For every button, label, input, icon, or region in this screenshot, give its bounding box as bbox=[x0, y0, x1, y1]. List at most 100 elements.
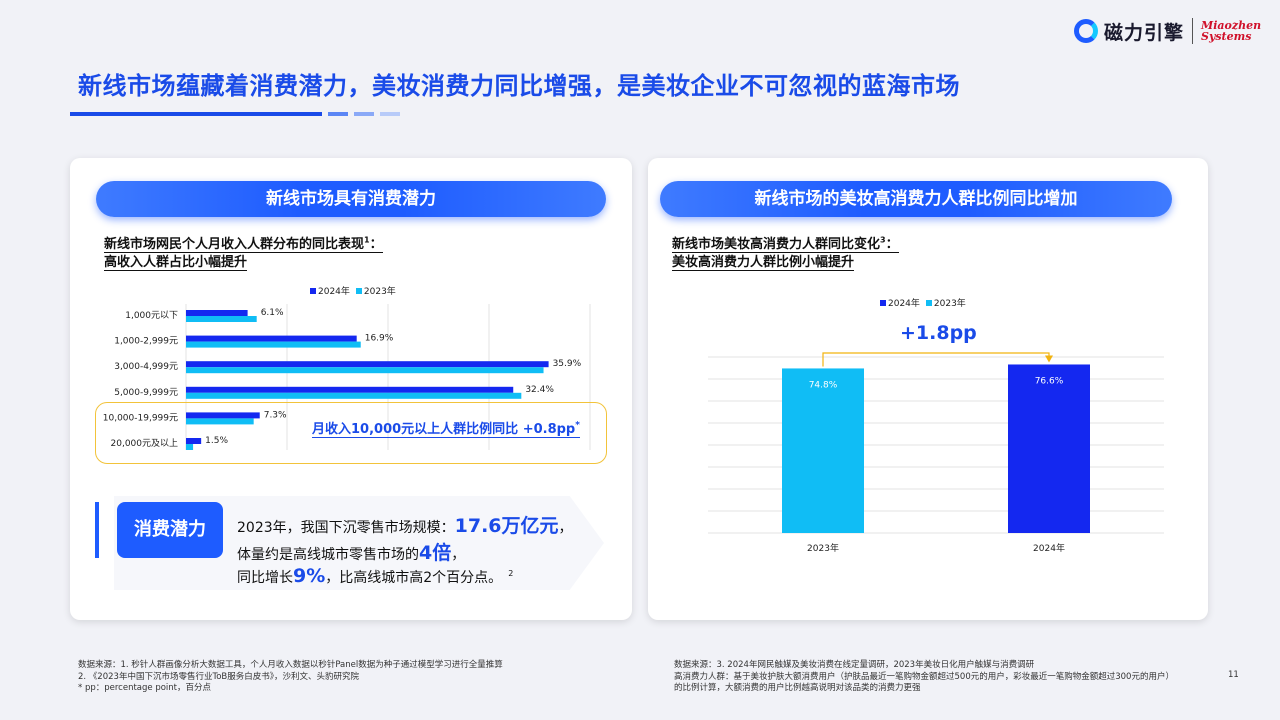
delta-label: +1.8pp bbox=[900, 322, 977, 344]
category-label: 10,000-19,999元 bbox=[103, 413, 178, 423]
left-subtitle-line1: 新线市场网民个人月收入人群分布的同比表现 bbox=[104, 237, 365, 253]
logo-en: Miaozhen Systems bbox=[1201, 20, 1261, 42]
highlight-callout: 月收入10,000元以上人群比例同比 +0.8pp* bbox=[312, 418, 580, 438]
data-label: 35.9% bbox=[553, 359, 582, 369]
legend-swatch-2023 bbox=[355, 288, 362, 294]
right-panel-header: 新线市场的美妆高消费力人群比例同比增加 bbox=[660, 181, 1172, 217]
category-label: 1,000元以下 bbox=[125, 311, 178, 321]
logo-cn-text: 磁力引擎 bbox=[1104, 21, 1185, 44]
footer-right-line: 高消费力人群：基于美妆护肤大额消费用户（护肤品最近一笔购物金额超过500元的用户… bbox=[674, 671, 1174, 682]
bar-2023年 bbox=[782, 368, 864, 533]
footer-left-line: 2. 《2023年中国下沉市场零售行业ToB服务白皮书》，沙利文、头豹研究院 bbox=[78, 671, 359, 682]
legend-swatch-2023 bbox=[925, 300, 932, 306]
potential-line2-c: ， bbox=[451, 547, 466, 563]
bar-2024 bbox=[186, 386, 514, 393]
right-subtitle-colon: ： bbox=[885, 237, 899, 253]
legend-item-2024: 2024年 bbox=[880, 296, 920, 309]
category-label: 3,000-4,999元 bbox=[114, 362, 178, 372]
left-subtitle-sup: 1 bbox=[364, 236, 370, 245]
potential-label: 消费潜力 bbox=[117, 502, 223, 558]
title-underline-dash bbox=[380, 112, 400, 116]
left-subtitle-line2: 高收入人群占比小幅提升 bbox=[104, 255, 248, 272]
footer-left-line: * pp：percentage point，百分点 bbox=[78, 683, 212, 693]
footer-left: 数据来源：1. 秒针人群画像分析大数据工具，个人月收入数据以秒针Panel数据为… bbox=[78, 660, 638, 695]
brand-logo: 磁力引擎 Miaozhen Systems bbox=[1074, 16, 1261, 46]
data-label: 32.4% bbox=[525, 385, 554, 395]
logo-en-line2: Systems bbox=[1201, 30, 1252, 43]
legend-swatch-2024 bbox=[880, 300, 886, 306]
left-chart-subtitle: 新线市场网民个人月收入人群分布的同比表现1： 高收入人群占比小幅提升 bbox=[104, 232, 383, 272]
bar-2023 bbox=[186, 316, 257, 322]
potential-sup: 2 bbox=[508, 569, 514, 579]
highlight-box bbox=[95, 402, 607, 464]
title-underline-dash bbox=[354, 112, 374, 116]
potential-multiple: 4倍 bbox=[419, 542, 452, 564]
potential-line-3: 同比增长9%，比高线城市高2个百分点。 2 bbox=[237, 565, 513, 587]
bar-2024年 bbox=[1008, 364, 1090, 533]
footer-right: 数据来源：3. 2024年网民触媒及美妆消费在线定量调研，2023年美妆日化用户… bbox=[674, 660, 1234, 695]
legend-item-2024: 2024年 bbox=[310, 284, 350, 297]
title-underline-dash bbox=[328, 112, 348, 116]
data-label: 7.3% bbox=[264, 410, 287, 420]
legend-label-2023: 2023年 bbox=[933, 299, 966, 309]
footer-right-line: 的比例计算，大额消费的用户比例越高说明对该品类的消费力更强 bbox=[674, 683, 921, 693]
legend-item-2023: 2023年 bbox=[355, 284, 396, 297]
potential-growth: 9% bbox=[293, 565, 326, 587]
legend-label-2023: 2023年 bbox=[363, 287, 396, 297]
data-label: 76.6% bbox=[1035, 376, 1064, 386]
potential-line3-c: ，比高线城市高2个百分点。 bbox=[325, 570, 503, 586]
income-distribution-chart: 1,000元以下 6.1% 1,000-2,999元 16.9% 3,000-4,999… bbox=[103, 304, 591, 450]
bar-2023 bbox=[186, 444, 194, 450]
potential-accent-bar bbox=[95, 502, 99, 558]
footer-left-line: 数据来源：1. 秒针人群画像分析大数据工具，个人月收入数据以秒针Panel数据为… bbox=[78, 660, 503, 670]
page-title: 新线市场蕴藏着消费潜力，美妆消费力同比增强，是美妆企业不可忽视的蓝海市场 bbox=[78, 72, 960, 100]
bar-2023 bbox=[186, 392, 522, 399]
data-label: 16.9% bbox=[365, 334, 394, 344]
right-subtitle-sup: 3 bbox=[880, 236, 886, 245]
bar-2024 bbox=[186, 310, 248, 316]
highlight-text: 月收入10,000元以上人群比例同比 +0.8pp* bbox=[312, 420, 580, 438]
right-chart-legend: 2024年 2023年 bbox=[880, 296, 966, 309]
legend-swatch-2024 bbox=[310, 288, 316, 294]
bar-2024 bbox=[186, 335, 357, 342]
title-underline bbox=[70, 112, 322, 116]
category-label: 2023年 bbox=[807, 542, 839, 554]
page-number: 11 bbox=[1228, 670, 1239, 680]
bar-2023 bbox=[186, 418, 254, 425]
left-subtitle-colon: ： bbox=[369, 237, 383, 253]
high-spender-ratio-chart: 74.8% 2023年 76.6% 2024年 bbox=[708, 352, 1164, 554]
bar-2023 bbox=[186, 367, 544, 374]
footer-right-line: 数据来源：3. 2024年网民触媒及美妆消费在线定量调研，2023年美妆日化用户… bbox=[674, 660, 1035, 670]
data-label: 1.5% bbox=[205, 436, 228, 446]
legend-item-2023: 2023年 bbox=[925, 296, 966, 309]
highlight-sup: * bbox=[575, 420, 580, 431]
category-label: 1,000-2,999元 bbox=[114, 337, 178, 347]
potential-line3-a: 同比增长 bbox=[237, 570, 293, 586]
right-subtitle-line2: 美妆高消费力人群比例小幅提升 bbox=[672, 255, 855, 272]
bar-2023 bbox=[186, 341, 361, 348]
potential-line-2: 体量约是高线城市零售市场的4倍， bbox=[237, 538, 465, 565]
legend-label-2024: 2024年 bbox=[888, 299, 920, 309]
bar-2024 bbox=[186, 361, 549, 368]
right-subtitle-line1: 新线市场美妆高消费力人群同比变化 bbox=[672, 237, 881, 253]
delta-arrow-icon bbox=[1045, 355, 1053, 363]
potential-line1-c: ， bbox=[558, 520, 573, 536]
logo-en-line1: Miaozhen bbox=[1201, 19, 1262, 32]
left-chart-legend: 2024年 2023年 bbox=[310, 284, 396, 297]
potential-line1-a: 2023年，我国下沉零售市场规模： bbox=[237, 520, 455, 536]
legend-label-2024: 2024年 bbox=[318, 287, 350, 297]
category-label: 2024年 bbox=[1033, 542, 1065, 554]
right-chart-subtitle: 新线市场美妆高消费力人群同比变化3： 美妆高消费力人群比例小幅提升 bbox=[672, 232, 899, 272]
bar-2024 bbox=[186, 438, 202, 444]
left-panel-header: 新线市场具有消费潜力 bbox=[96, 181, 606, 217]
category-label: 20,000元及以上 bbox=[111, 438, 179, 449]
category-label: 5,000-9,999元 bbox=[114, 388, 178, 398]
right-panel bbox=[648, 158, 1208, 620]
logo-divider bbox=[1192, 18, 1194, 44]
potential-line-1: 2023年，我国下沉零售市场规模：17.6万亿元， bbox=[237, 511, 573, 538]
potential-market-size: 17.6万亿元 bbox=[454, 515, 559, 537]
logo-mark-icon bbox=[1074, 19, 1098, 43]
potential-line2-a: 体量约是高线城市零售市场的 bbox=[237, 547, 419, 563]
bar-2024 bbox=[186, 412, 260, 419]
data-label: 6.1% bbox=[261, 308, 284, 318]
